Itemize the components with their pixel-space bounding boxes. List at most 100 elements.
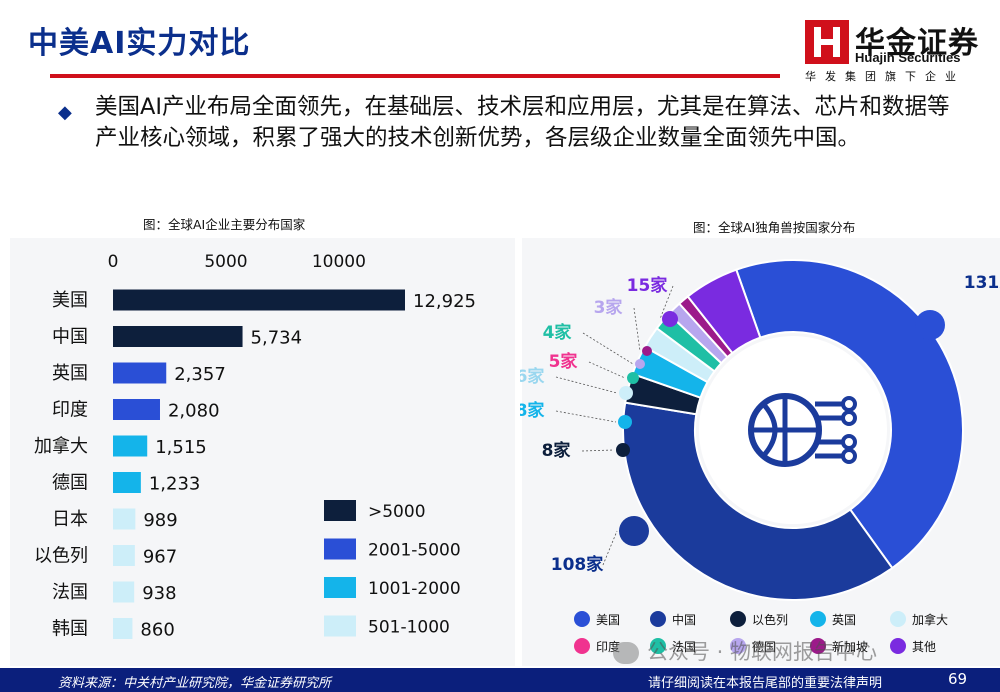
legend-dot <box>810 611 826 627</box>
circuit-node-icon <box>841 410 857 426</box>
slice-value-label: 3家 <box>594 297 623 318</box>
callout-leader <box>659 285 674 320</box>
legend-label: 法国 <box>672 640 696 654</box>
title-divider <box>50 74 780 78</box>
bar-value-label: 2,357 <box>174 364 226 385</box>
category-label: 加拿大 <box>34 435 88 457</box>
legend-swatch <box>324 615 356 637</box>
callout-leader <box>555 376 618 394</box>
legend-label: 英国 <box>832 613 856 627</box>
legend-dot <box>574 638 590 654</box>
bar <box>113 508 136 530</box>
brand-name-en: Huajin Securities <box>855 50 961 65</box>
category-label: 英国 <box>52 363 88 384</box>
bar <box>113 581 135 603</box>
slice-value-label: 4家 <box>543 322 572 343</box>
slice-value-label: 108家 <box>551 554 604 575</box>
callout-marker <box>915 310 945 340</box>
bar-value-label: 989 <box>143 510 177 531</box>
legend-label: 美国 <box>596 613 620 627</box>
bar-value-label: 12,925 <box>413 291 476 312</box>
category-label: 韩国 <box>52 619 88 640</box>
legend-label: 以色列 <box>752 613 788 627</box>
category-label: 印度 <box>52 400 88 421</box>
legend-swatch <box>324 577 356 598</box>
globe-lines-icon <box>751 396 819 464</box>
bar <box>113 326 243 347</box>
slice-value-label: 131家 <box>964 272 1000 293</box>
circuit-node-icon <box>841 448 857 464</box>
bar <box>113 399 160 420</box>
brand-logo: 华金证券 Huajin Securities 华发集团旗下企业 <box>805 20 995 88</box>
legend-dot <box>890 638 906 654</box>
slice-value-label: 8家 <box>520 400 544 421</box>
legend-dot <box>730 638 746 654</box>
donut-chart-title: 图：全球AI独角兽按国家分布 <box>693 220 856 235</box>
callout-leader <box>582 332 634 365</box>
category-label: 德国 <box>52 473 88 494</box>
legend-dot <box>650 611 666 627</box>
donut-chart: 131家108家8家8家6家5家4家3家15家美国中国以色列英国加拿大印度法国德… <box>520 259 1000 654</box>
bar <box>113 472 141 493</box>
x-tick-label: 10000 <box>312 252 366 272</box>
legend-swatch <box>324 500 356 521</box>
footer-bar: 资料来源：中关村产业研究院，华金证券研究所 请仔细阅读在本报告尾部的重要法律声明… <box>0 668 1000 692</box>
callout-marker <box>662 311 678 327</box>
watermark-text: 公众号 · 物联网报告中心 <box>647 640 878 664</box>
footer-legal-note: 请仔细阅读在本报告尾部的重要法律声明 <box>648 676 883 691</box>
callout-marker <box>618 415 632 429</box>
callout-leader <box>581 449 615 452</box>
summary-text: 美国AI产业布局全面领先，在基础层、技术层和应用层，尤其是在算法、芯片和数据等产… <box>95 94 950 151</box>
legend-swatch <box>324 538 356 560</box>
legend-label: 其他 <box>912 640 936 654</box>
brand-subtitle: 华发集团旗下企业 <box>805 70 965 83</box>
donut-slice <box>622 401 894 601</box>
legend-dot <box>730 611 746 627</box>
slice-value-label: 5家 <box>549 351 578 372</box>
x-tick-label: 5000 <box>204 252 247 272</box>
watermark: 公众号 · 物联网报告中心 <box>613 636 877 666</box>
legend-label: 新加坡 <box>832 639 868 654</box>
category-label: 法国 <box>52 582 88 603</box>
callout-marker <box>619 516 649 546</box>
bar <box>113 289 405 311</box>
brand-name-cn: 华金证券 <box>855 26 979 61</box>
bar <box>113 618 133 639</box>
footer-source: 资料来源：中关村产业研究院，华金证券研究所 <box>58 676 332 691</box>
callout-leader <box>633 307 641 352</box>
bar-value-label: 2,080 <box>168 401 220 422</box>
bar-value-label: 967 <box>143 547 177 568</box>
legend-dot <box>810 638 826 654</box>
bar-chart-title: 图：全球AI企业主要分布国家 <box>143 217 306 232</box>
brand-logo-icon <box>805 20 849 64</box>
callout-leader <box>588 361 626 379</box>
legend-label: >5000 <box>368 502 426 522</box>
callout-marker <box>619 386 633 400</box>
legend-dot <box>890 611 906 627</box>
page-number: 69 <box>948 670 968 688</box>
category-label: 中国 <box>52 327 88 348</box>
page-title: 中美AI实力对比 <box>28 26 251 61</box>
legend-label: 中国 <box>672 612 696 627</box>
diamond-bullet-icon: ◆ <box>58 102 72 123</box>
donut-slice <box>686 268 762 355</box>
slice-value-label: 8家 <box>542 440 571 461</box>
callout-marker <box>642 346 652 356</box>
callout-leader <box>602 530 618 566</box>
bar-value-label: 938 <box>142 583 176 604</box>
callout-leader <box>555 410 617 423</box>
legend-label: 501-1000 <box>368 618 450 638</box>
bar-chart: 0 5000 10000 美国 12,925 中国 5,734 英国 2,357 印度 2,080 加… <box>34 252 476 641</box>
legend-label: 2001-5000 <box>368 541 461 561</box>
bar-value-label: 860 <box>140 620 174 641</box>
bar <box>113 435 148 457</box>
slice-value-label: 6家 <box>520 366 544 387</box>
category-label: 日本 <box>52 509 88 530</box>
bar <box>113 545 135 566</box>
bar-value-label: 1,515 <box>155 437 207 458</box>
donut-slice <box>735 259 964 570</box>
bar-value-label: 1,233 <box>149 474 201 495</box>
callout-marker <box>627 372 639 384</box>
legend-dot <box>574 611 590 627</box>
category-label: 以色列 <box>34 546 88 567</box>
